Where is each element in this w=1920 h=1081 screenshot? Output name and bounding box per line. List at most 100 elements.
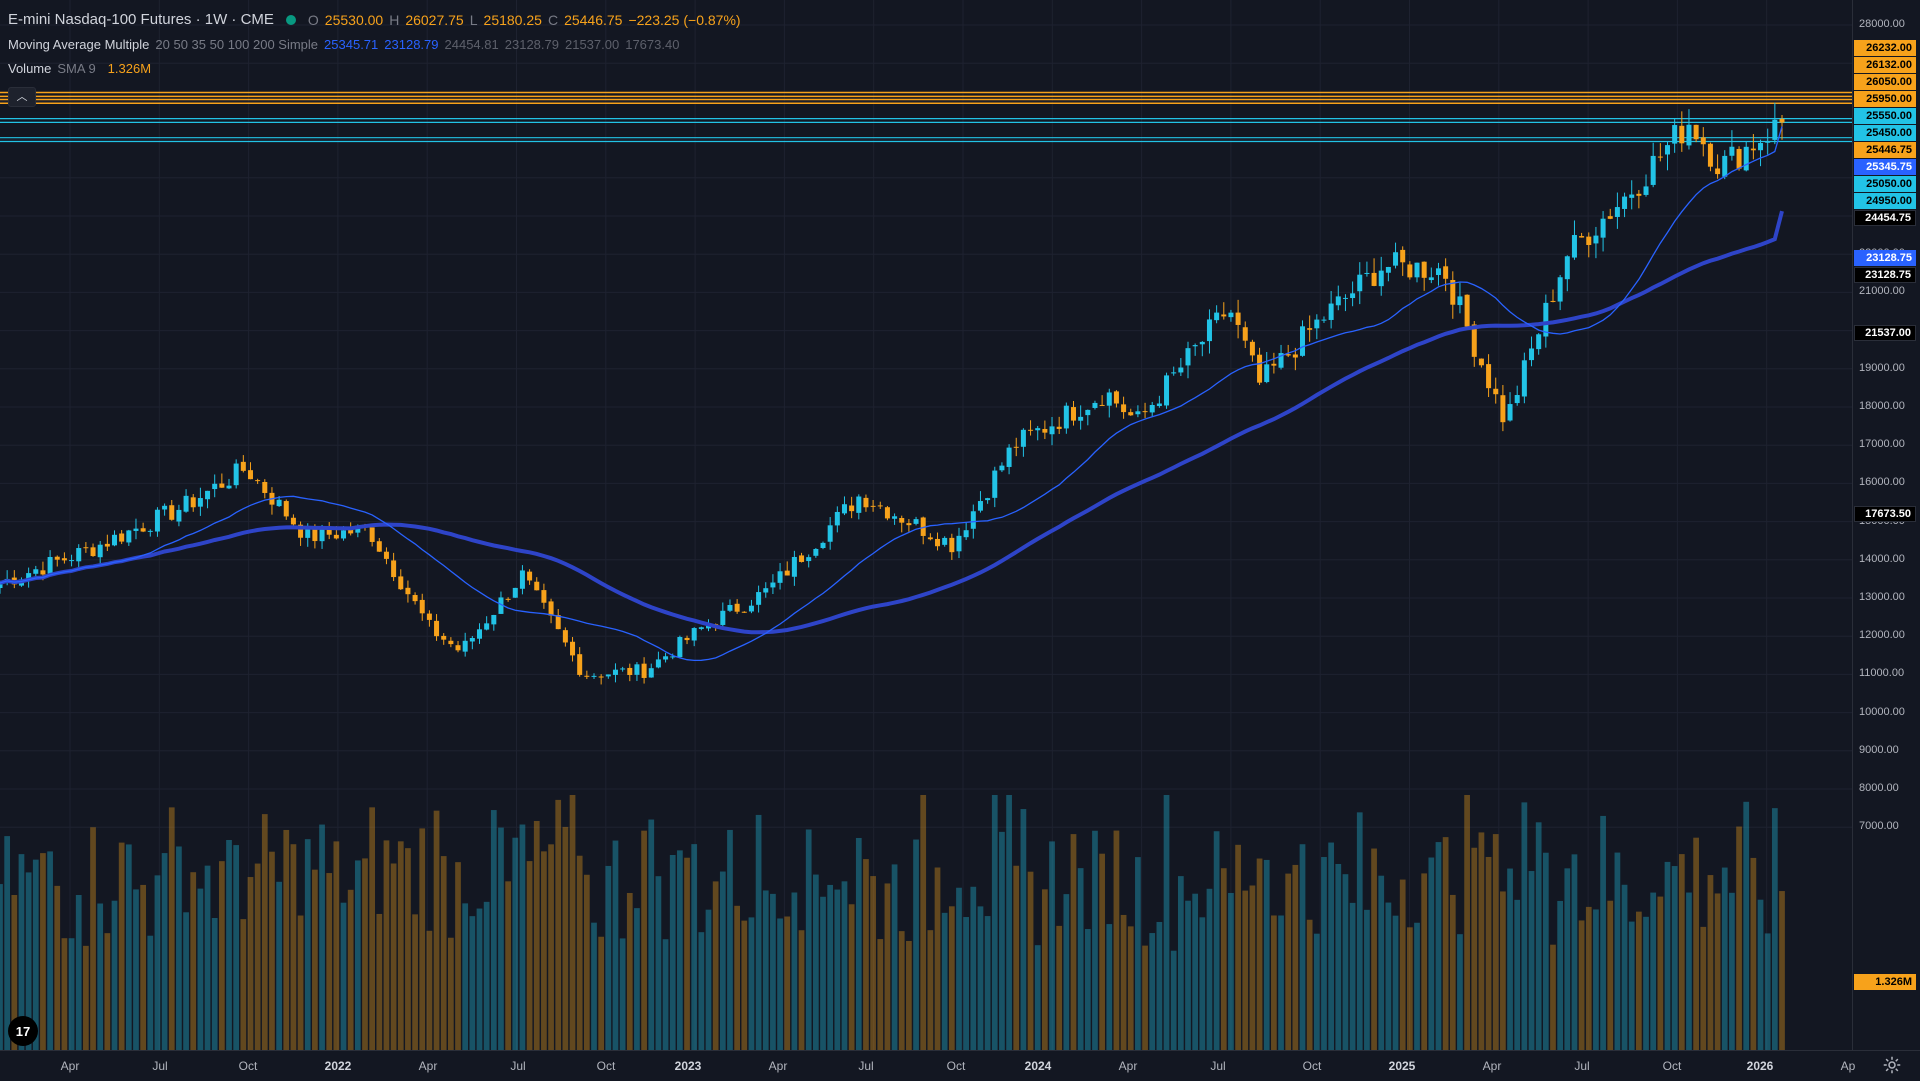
- volume-bar: [1650, 892, 1657, 1050]
- price-tag: 17673.50: [1854, 506, 1916, 522]
- volume-bar: [90, 827, 96, 1050]
- candle-body: [219, 483, 225, 488]
- candle-body: [298, 524, 304, 538]
- volume-bar: [75, 894, 82, 1050]
- volume-bar: [1686, 892, 1692, 1050]
- candle-body: [935, 538, 941, 547]
- volume-bar: [920, 795, 927, 1050]
- volume-bar: [161, 853, 168, 1050]
- candle-body: [1228, 312, 1234, 318]
- volume-bar: [941, 912, 948, 1050]
- time-axis[interactable]: Apr Jul Oct 2022 Apr Jul Oct 2023 Apr Jul Oct 2024 A…: [0, 1050, 1920, 1081]
- volume-bar: [54, 885, 61, 1050]
- price-axis[interactable]: 28000.0022000.0021000.0020000.0019000.00…: [1852, 0, 1920, 1050]
- volume-bar: [1764, 933, 1771, 1050]
- candle-body: [1063, 405, 1069, 429]
- candle-body: [426, 613, 432, 620]
- candle-body: [319, 527, 325, 542]
- candle-body: [512, 587, 518, 598]
- candle-body: [283, 501, 289, 517]
- volume-bar: [1535, 822, 1542, 1050]
- volume-bar: [1406, 927, 1413, 1050]
- volume-bar: [1621, 884, 1628, 1050]
- candle-body: [1557, 277, 1563, 302]
- market-status-icon: [285, 15, 296, 25]
- candle-body: [1199, 341, 1205, 345]
- candle-body: [412, 595, 418, 602]
- volume-bar: [333, 841, 340, 1050]
- volume-bar: [362, 858, 368, 1050]
- candle-body: [262, 481, 268, 493]
- volume-bar: [1020, 809, 1027, 1050]
- candle-body: [1736, 148, 1742, 169]
- volume-bar: [1378, 875, 1385, 1050]
- volume-bar: [1156, 921, 1163, 1050]
- volume-bar: [1142, 945, 1148, 1050]
- candle-body: [333, 534, 339, 539]
- candle-body: [1192, 345, 1198, 347]
- volume-bar: [233, 845, 240, 1050]
- volume-bar: [1628, 921, 1635, 1050]
- candle-body: [434, 620, 440, 637]
- volume-bar: [898, 931, 905, 1050]
- candle-body: [1042, 428, 1048, 433]
- candle-body: [1664, 145, 1670, 155]
- chart-canvas[interactable]: [0, 0, 1852, 1050]
- gear-icon[interactable]: [1883, 1056, 1901, 1074]
- candle-body: [1707, 143, 1713, 167]
- volume-bar: [906, 940, 912, 1050]
- ma-value-4: 23128.79: [504, 37, 559, 52]
- candle-body: [1292, 354, 1298, 358]
- time-label-year: 2025: [1388, 1059, 1416, 1073]
- volume-indicator-value: 1.326M: [107, 61, 152, 76]
- candle-body: [391, 560, 397, 578]
- volume-bar: [755, 814, 762, 1050]
- candle-body: [104, 543, 110, 547]
- price-tick-label: 10000.00: [1859, 705, 1905, 718]
- candle-body: [1579, 236, 1585, 238]
- candle-body: [462, 640, 468, 652]
- volume-bar: [1135, 857, 1141, 1050]
- volume-bar: [354, 860, 361, 1050]
- tradingview-logo-icon[interactable]: 17: [8, 1016, 38, 1046]
- candle-body: [405, 587, 411, 595]
- price-tag: 25550.00: [1854, 108, 1916, 124]
- candle-body: [369, 527, 375, 542]
- volume-bar: [47, 851, 53, 1050]
- volume-bar: [1371, 848, 1377, 1050]
- candle-body: [348, 529, 354, 534]
- volume-bar: [326, 873, 333, 1050]
- volume-bar: [1034, 945, 1041, 1050]
- ma-indicator-row[interactable]: Moving Average Multiple 20 50 35 50 100 …: [8, 32, 741, 57]
- volume-bar: [1056, 925, 1063, 1050]
- candle-body: [598, 676, 604, 678]
- volume-indicator-row[interactable]: Volume SMA 9 1.326M: [8, 57, 741, 81]
- price-tag: 26132.00: [1854, 57, 1916, 73]
- candle-body: [376, 541, 382, 552]
- volume-bar: [1714, 893, 1721, 1050]
- candle-body: [112, 534, 118, 546]
- high-label: H: [389, 12, 400, 28]
- volume-bar: [4, 836, 11, 1050]
- candle-body: [33, 569, 39, 574]
- volume-bar: [963, 917, 970, 1050]
- time-label-year: 2024: [1024, 1059, 1052, 1073]
- price-tick-label: 9000.00: [1859, 743, 1899, 756]
- candle-body: [1078, 416, 1084, 421]
- volume-bar: [0, 884, 3, 1050]
- volume-bar: [1557, 900, 1564, 1050]
- volume-bar: [1228, 892, 1234, 1050]
- volume-bar: [1457, 934, 1463, 1050]
- candle-body: [1450, 280, 1456, 305]
- change-value: −223.25 (−0.87%): [628, 12, 741, 28]
- volume-bar: [798, 930, 805, 1050]
- candle-body: [1135, 411, 1141, 415]
- volume-bar: [469, 916, 476, 1050]
- candle-body: [1206, 319, 1212, 342]
- collapse-legend-button[interactable]: ︿: [8, 87, 36, 107]
- volume-bar: [1485, 856, 1492, 1050]
- candle-body: [76, 548, 82, 562]
- symbol-title[interactable]: E-mini Nasdaq-100 Futures · 1W · CME: [8, 11, 274, 28]
- volume-bar: [1449, 894, 1456, 1050]
- candle-body: [841, 504, 847, 514]
